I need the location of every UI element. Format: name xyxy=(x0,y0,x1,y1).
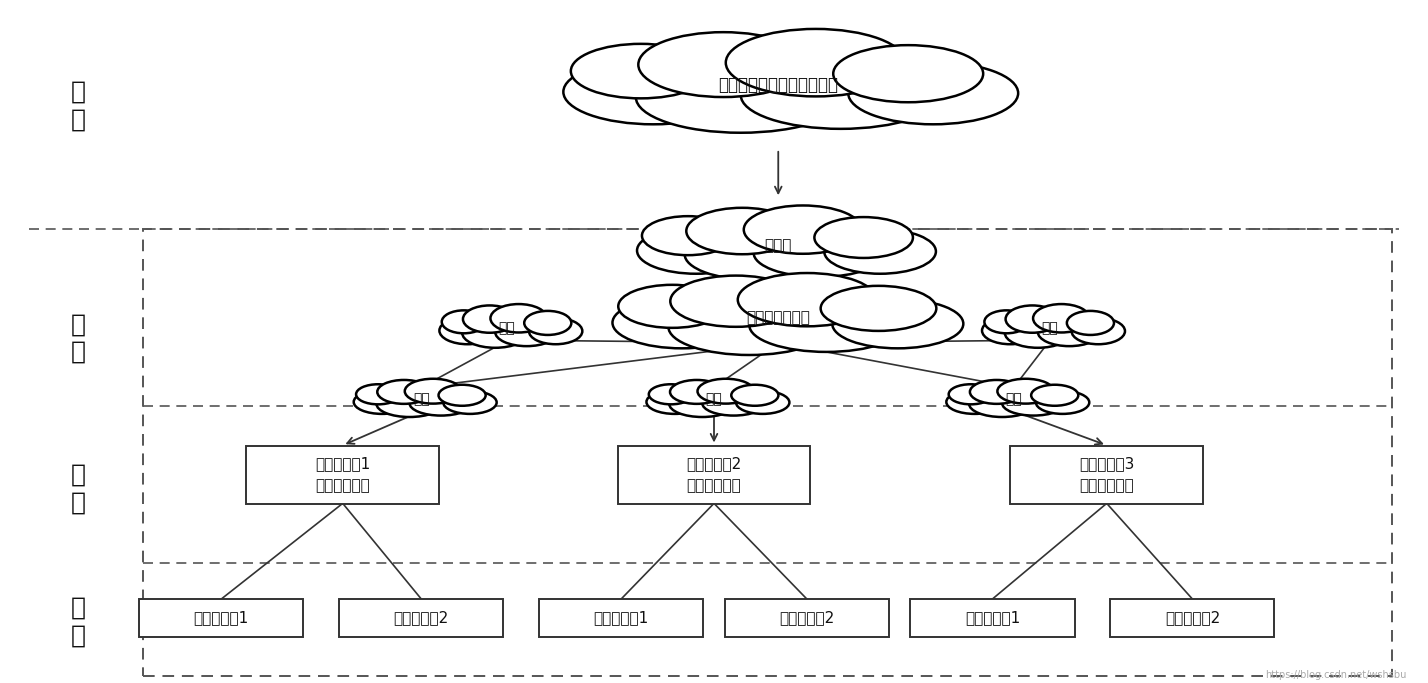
Ellipse shape xyxy=(697,379,754,404)
Ellipse shape xyxy=(703,391,765,415)
Ellipse shape xyxy=(735,391,790,414)
Ellipse shape xyxy=(821,285,937,331)
Ellipse shape xyxy=(404,379,461,404)
Ellipse shape xyxy=(1031,385,1078,406)
Ellipse shape xyxy=(1038,318,1101,346)
Ellipse shape xyxy=(754,229,885,277)
Ellipse shape xyxy=(948,385,992,404)
Text: 视频摄像机1: 视频摄像机1 xyxy=(965,611,1020,626)
FancyBboxPatch shape xyxy=(617,445,811,504)
Ellipse shape xyxy=(524,311,571,335)
Ellipse shape xyxy=(1071,318,1125,344)
Text: 省
级: 省 级 xyxy=(71,312,86,364)
FancyBboxPatch shape xyxy=(540,600,703,637)
Text: 视频摄像机2: 视频摄像机2 xyxy=(780,611,834,626)
Text: 视频摄像机2: 视频摄像机2 xyxy=(394,611,448,626)
Text: 推荐: 推荐 xyxy=(1005,393,1022,406)
FancyBboxPatch shape xyxy=(911,600,1074,637)
Ellipse shape xyxy=(443,391,497,414)
Ellipse shape xyxy=(687,208,798,254)
Text: 视频汇聚点1
上云接入网关: 视频汇聚点1 上云接入网关 xyxy=(316,456,370,493)
Ellipse shape xyxy=(571,44,711,98)
Ellipse shape xyxy=(635,61,845,133)
Ellipse shape xyxy=(982,317,1038,344)
Text: 视频摄像机1: 视频摄像机1 xyxy=(594,611,648,626)
Ellipse shape xyxy=(613,297,751,348)
Ellipse shape xyxy=(670,275,801,326)
Ellipse shape xyxy=(731,385,778,406)
Ellipse shape xyxy=(947,390,1002,414)
FancyBboxPatch shape xyxy=(340,600,503,637)
Ellipse shape xyxy=(463,318,528,348)
Text: 省级视频云平台: 省级视频云平台 xyxy=(747,310,810,325)
Text: 视频摄像机1: 视频摄像机1 xyxy=(194,611,248,626)
Ellipse shape xyxy=(848,62,1018,124)
Ellipse shape xyxy=(356,385,400,404)
Ellipse shape xyxy=(1002,391,1065,415)
Ellipse shape xyxy=(648,385,693,404)
Ellipse shape xyxy=(984,310,1028,333)
Ellipse shape xyxy=(354,390,410,414)
Ellipse shape xyxy=(833,45,982,102)
FancyBboxPatch shape xyxy=(1111,600,1274,637)
Text: 推荐: 推荐 xyxy=(413,393,430,406)
Text: 视频汇聚点3
上云接入网关: 视频汇聚点3 上云接入网关 xyxy=(1080,456,1134,493)
Ellipse shape xyxy=(725,29,905,96)
Ellipse shape xyxy=(1035,391,1090,414)
Ellipse shape xyxy=(738,273,877,326)
Ellipse shape xyxy=(750,298,904,352)
Ellipse shape xyxy=(741,61,941,129)
Ellipse shape xyxy=(438,385,486,406)
Ellipse shape xyxy=(638,32,808,97)
FancyBboxPatch shape xyxy=(140,600,304,637)
Ellipse shape xyxy=(824,229,935,274)
Ellipse shape xyxy=(618,285,727,328)
Ellipse shape xyxy=(1032,304,1090,333)
Ellipse shape xyxy=(410,391,473,415)
Ellipse shape xyxy=(970,391,1035,417)
Ellipse shape xyxy=(1005,305,1060,333)
Ellipse shape xyxy=(833,299,964,348)
Ellipse shape xyxy=(970,380,1024,404)
Ellipse shape xyxy=(1005,318,1071,348)
Text: 视频摄像机2: 视频摄像机2 xyxy=(1165,611,1220,626)
Text: 可选: 可选 xyxy=(498,321,516,335)
Ellipse shape xyxy=(643,216,734,255)
Ellipse shape xyxy=(1067,311,1114,335)
FancyBboxPatch shape xyxy=(724,600,888,637)
Text: 可选: 可选 xyxy=(1041,321,1058,335)
FancyBboxPatch shape xyxy=(246,445,440,504)
Ellipse shape xyxy=(647,390,703,414)
Text: 互联网: 互联网 xyxy=(764,238,793,253)
Ellipse shape xyxy=(668,298,830,355)
FancyBboxPatch shape xyxy=(1011,445,1204,504)
Text: 部
级: 部 级 xyxy=(71,80,86,132)
Ellipse shape xyxy=(528,318,583,344)
Ellipse shape xyxy=(814,217,912,258)
Ellipse shape xyxy=(496,318,558,346)
Text: 推荐: 推荐 xyxy=(705,393,723,406)
Text: 视频汇聚点2
上云接入网关: 视频汇聚点2 上云接入网关 xyxy=(687,456,741,493)
Text: 路
段: 路 段 xyxy=(71,462,86,514)
Ellipse shape xyxy=(377,380,431,404)
Ellipse shape xyxy=(463,305,517,333)
Ellipse shape xyxy=(670,391,735,417)
Text: 终
端: 终 端 xyxy=(71,596,86,647)
Text: 部级视频云平台（公有云）: 部级视频云平台（公有云） xyxy=(718,76,838,94)
Ellipse shape xyxy=(744,206,863,254)
Ellipse shape xyxy=(670,380,724,404)
Ellipse shape xyxy=(490,304,547,333)
Ellipse shape xyxy=(997,379,1054,404)
Text: https://blog.csdn.net/wshsbu: https://blog.csdn.net/wshsbu xyxy=(1265,669,1407,680)
Ellipse shape xyxy=(377,391,443,417)
Ellipse shape xyxy=(684,229,823,280)
Ellipse shape xyxy=(441,310,486,333)
Ellipse shape xyxy=(637,227,755,274)
Ellipse shape xyxy=(563,59,744,124)
Ellipse shape xyxy=(440,317,496,344)
